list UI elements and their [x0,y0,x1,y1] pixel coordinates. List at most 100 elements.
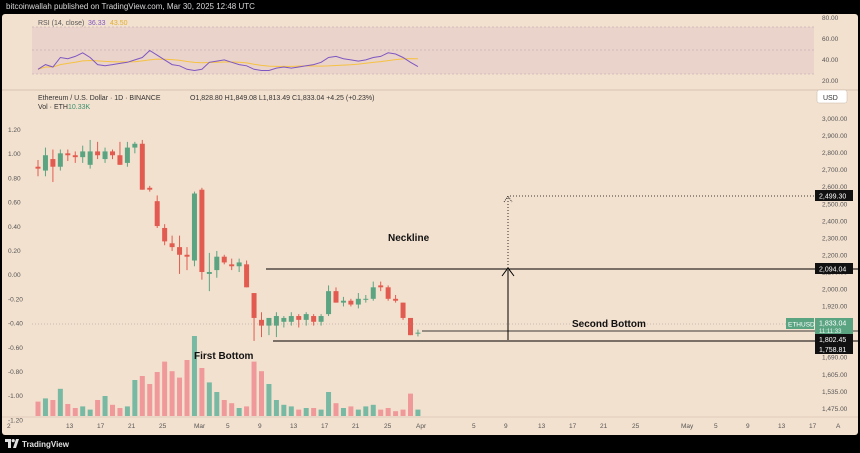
candle-body [42,155,48,171]
volume-bar [363,406,369,416]
rsi-ma-value: 43.50 [110,20,128,27]
candle-body [348,300,354,305]
footer-bar: TradingView [0,436,860,453]
candle-body [124,147,130,163]
left-axis-label: 0.40 [8,224,21,231]
publisher-bar: bitcoinwallah published on TradingView.c… [0,0,860,16]
price-axis-label: 2,200.00 [822,252,848,259]
candle-body [400,302,406,318]
left-axis-label: 0.60 [8,200,21,207]
price-axis-label: 2,900.00 [822,133,848,140]
countdown-text: 11:11:33 [819,329,842,335]
volume-bar [415,409,421,416]
volume-bar [95,400,101,416]
candle-body [80,151,86,158]
current-price-tag [815,318,853,335]
candle-body [333,291,339,303]
ohlc-values: O1,828.80 H1,849.08 L1,813.49 C1,833.04 … [190,95,374,102]
price-axis-label: 1,920.00 [822,304,848,311]
time-axis-label: 17 [97,423,105,430]
candle-body [288,316,294,322]
candle-body [87,151,93,165]
time-axis-label: 17 [809,423,817,430]
volume-bar [87,409,93,416]
currency-label: USD [823,95,838,102]
rsi-axis: 80.00 60.00 40.00 20.00 [822,15,839,85]
candle-body [251,293,257,318]
chart-panel[interactable]: RSI (14, close) 36.33 43.50 80.00 60.00 40… [2,14,858,435]
time-axis-label: May [681,423,694,430]
price-axis-label: 1,690.00 [822,355,848,362]
candle-body [326,291,332,315]
volume-bar [147,384,153,416]
candle-body [191,193,197,261]
candle-body [415,332,421,334]
volume-bar [400,409,406,416]
left-axis-label: -1.20 [8,417,23,424]
time-axis-label: 21 [600,423,608,430]
price-chart[interactable]: RSI (14, close) 36.33 43.50 80.00 60.00 40… [2,14,858,435]
volume-bar [117,408,123,416]
volume-bar [199,368,205,416]
time-axis-label: 2 [7,423,11,430]
volume-bar [191,336,197,416]
volume-bar [259,371,264,416]
volume-bar [42,398,48,416]
volume-bars [35,336,421,416]
candle-body [363,298,369,300]
volume-bar [393,411,399,416]
candle-body [169,243,175,248]
rsi-axis-label: 60.00 [822,36,839,43]
price-axis-label: 1,605.00 [822,372,848,379]
candle-body [318,316,324,322]
candle-body [408,317,413,336]
time-axis-label: A [836,423,841,430]
time-axis[interactable]: 2 13 17 21 25 Mar 5 9 13 17 21 25 Apr 5 9 13 17 21 25 May 5 9… [7,423,841,430]
time-axis-label: 25 [159,423,167,430]
time-axis-label: Apr [416,423,427,430]
second-bottom-annotation: Second Bottom [572,319,646,330]
time-axis-label: Mar [194,423,206,430]
volume-label: Vol · ETH [38,104,68,111]
candles [35,139,421,341]
candle-body [214,256,220,271]
volume-bar [102,396,108,416]
time-axis-label: 9 [504,423,508,430]
candle-body [110,151,115,156]
volume-bar [50,400,56,416]
rsi-band [32,27,814,74]
time-axis-label: 21 [128,423,136,430]
candle-body [117,155,123,165]
candle-body [177,247,183,255]
candle-body [355,298,361,305]
candle-body [378,285,384,288]
price-axis-label: 1,475.00 [822,406,848,413]
price-axis[interactable]: 3,000.00 2,900.00 2,800.00 2,700.00 2,600.00… [822,116,848,413]
candle-body [206,272,212,274]
left-axis-label: 1.20 [8,127,21,134]
candle-body [154,201,160,227]
time-axis-label: 5 [472,423,476,430]
volume-bar [296,409,302,416]
candle-body [236,262,242,267]
rsi-label: RSI (14, close) [38,20,84,27]
neckline-annotation: Neckline [388,233,430,244]
time-axis-label: 17 [569,423,577,430]
symbol-tag-text: ETHUSD [788,322,815,329]
volume-bar [311,408,317,416]
currency-box[interactable] [816,89,848,104]
candle-body [65,153,71,156]
candle-body [221,256,227,263]
volume-bar [169,371,175,416]
candle-body [281,317,287,322]
left-axis-label: -0.20 [8,296,23,303]
volume-bar [177,377,183,416]
volume-bar [348,406,354,416]
first-bottom-annotation: First Bottom [194,351,254,362]
time-axis-label: 5 [226,423,230,430]
volume-bar [206,382,212,416]
volume-bar [124,406,130,416]
time-axis-label: 21 [352,423,360,430]
tradingview-logo-icon [5,439,19,448]
volume-bar [266,384,272,416]
